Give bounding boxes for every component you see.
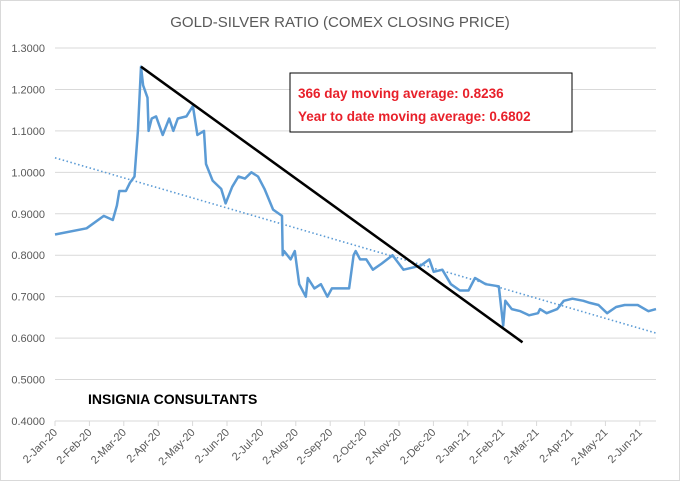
- y-axis-ticks: 0.4000 0.5000 0.6000 0.7000 0.8000 0.9000 1.00…: [11, 43, 45, 428]
- y-tick-label: 0.5000: [11, 375, 45, 387]
- y-tick-label: 0.4000: [11, 416, 45, 428]
- trendline-dotted: [54, 157, 657, 334]
- brand-watermark: INSIGNIA CONSULTANTS: [88, 391, 257, 407]
- moving-average-366-label: 366 day moving average: 0.8236: [298, 86, 504, 101]
- y-tick-label: 1.3000: [11, 43, 45, 55]
- y-tick-label: 0.9000: [11, 209, 45, 221]
- moving-average-ytd-label: Year to date moving average: 0.6802: [298, 109, 531, 124]
- y-tick-label: 1.0000: [11, 167, 45, 179]
- y-tick-label: 0.7000: [11, 292, 45, 304]
- y-tick-label: 0.8000: [11, 250, 45, 262]
- annotation-box: [289, 72, 573, 133]
- y-tick-label: 0.6000: [11, 333, 45, 345]
- y-tick-label: 1.2000: [11, 84, 45, 96]
- downtrend-line: [140, 65, 524, 344]
- series-group: [54, 65, 657, 344]
- ratio-series-line: [54, 65, 657, 327]
- chart-title: GOLD-SILVER RATIO (COMEX CLOSING PRICE): [170, 14, 510, 31]
- y-tick-label: 1.1000: [11, 126, 45, 138]
